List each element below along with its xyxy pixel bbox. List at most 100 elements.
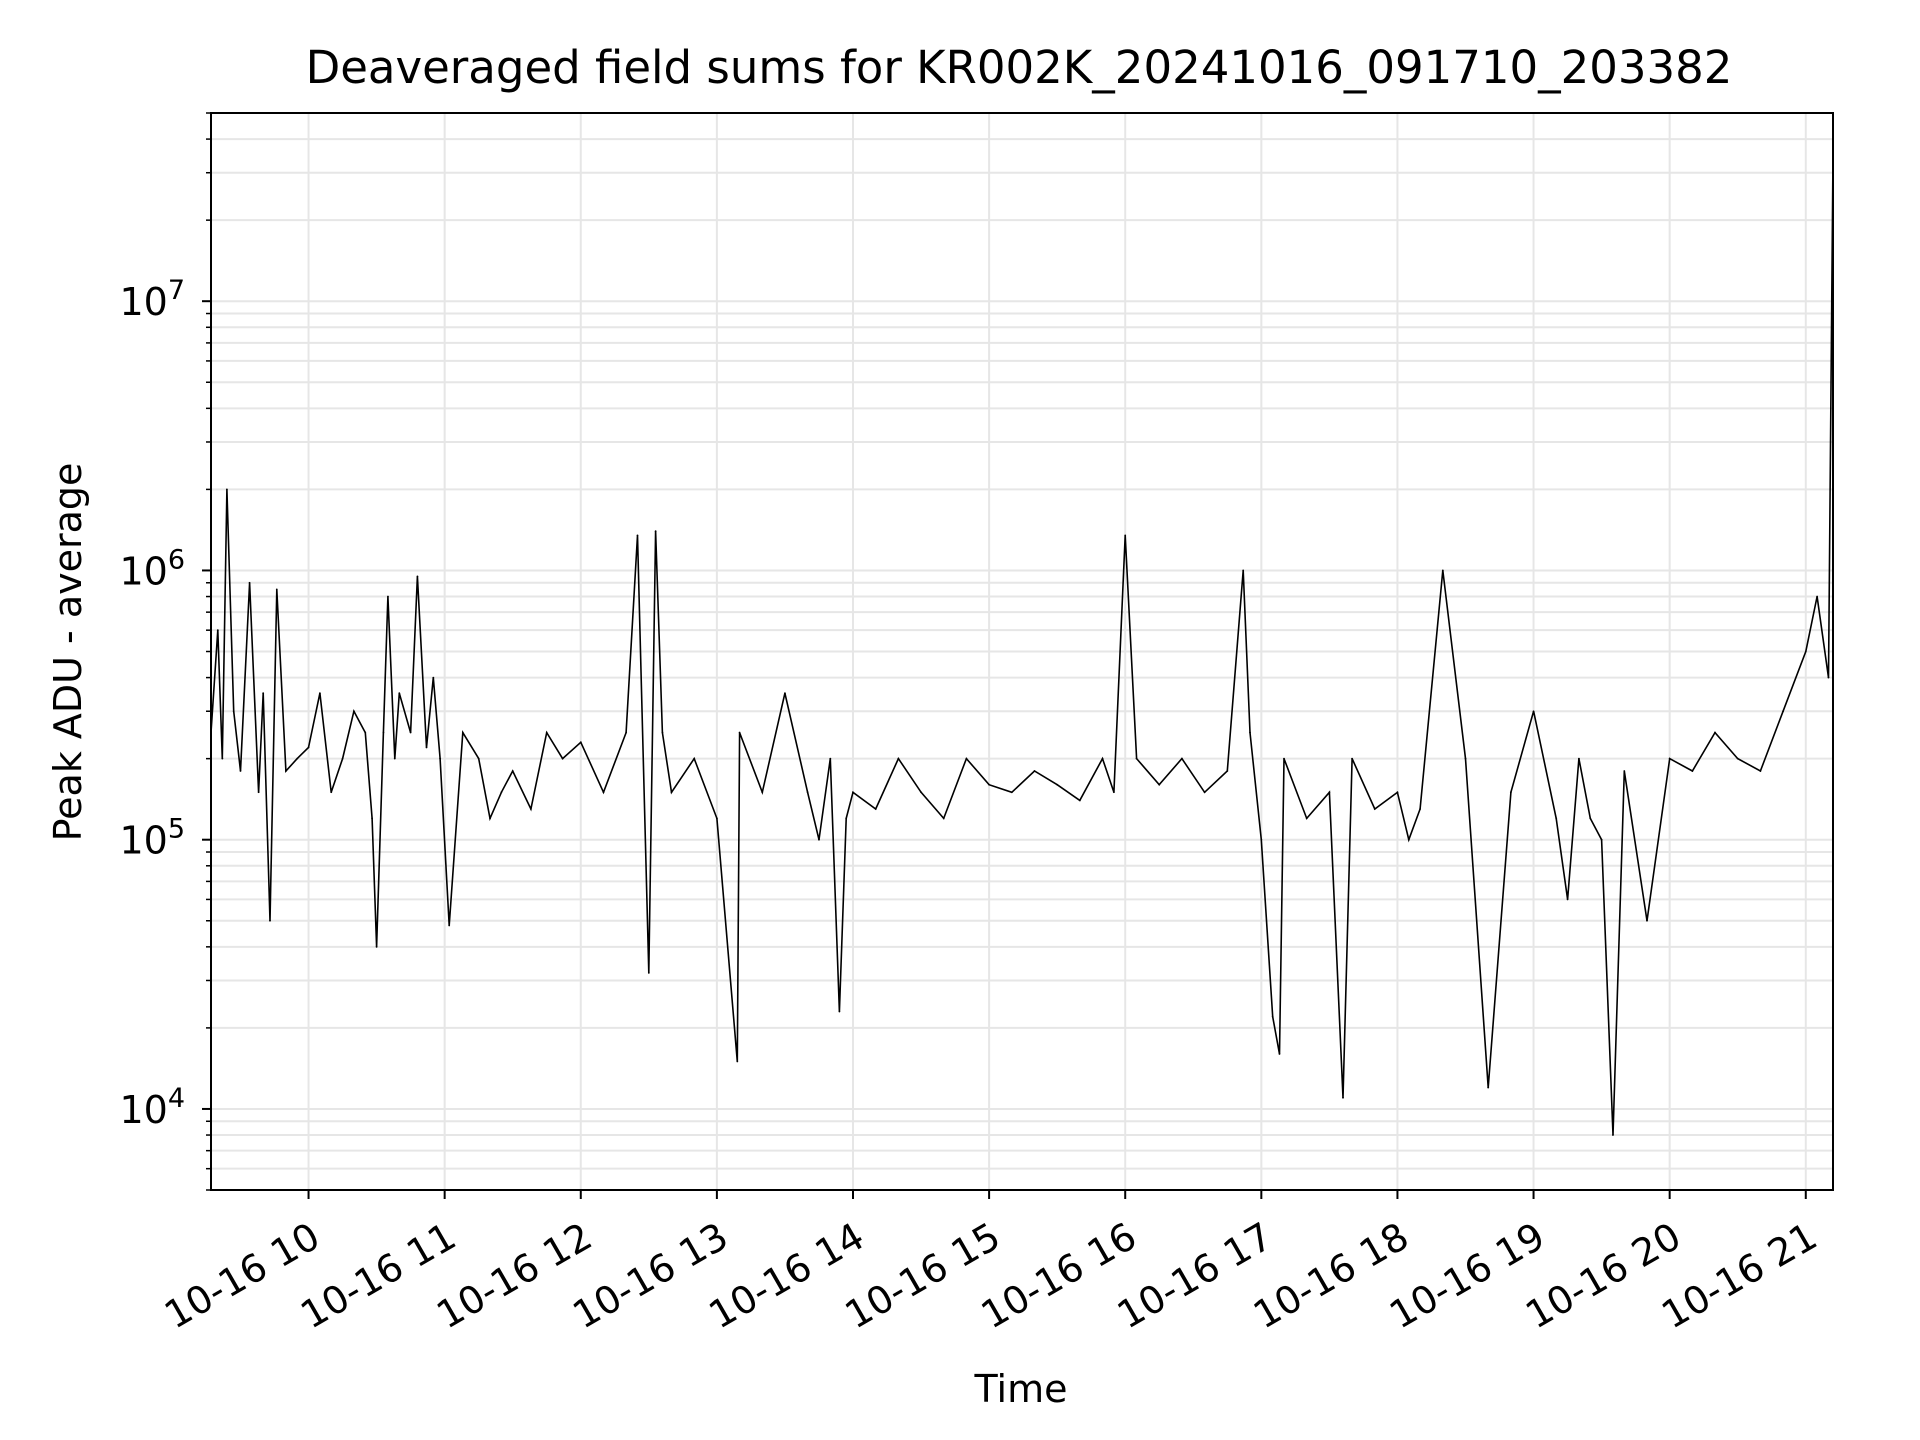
data-point xyxy=(1578,757,1580,760)
data-point xyxy=(845,817,848,820)
data-point xyxy=(284,770,287,772)
data-point xyxy=(1342,1096,1344,1099)
data-point xyxy=(1407,838,1410,841)
data-point xyxy=(920,791,922,794)
chart-title: Deaveraged field sums for KR002K_2024101… xyxy=(306,41,1733,94)
data-point xyxy=(874,808,877,810)
data-point xyxy=(1532,710,1535,713)
data-point xyxy=(838,1010,841,1013)
data-point xyxy=(715,817,718,820)
data-point xyxy=(736,1060,739,1063)
data-point xyxy=(1158,783,1161,786)
data-point xyxy=(1124,534,1127,537)
data-point xyxy=(1816,595,1819,598)
data-point xyxy=(341,757,344,760)
data-point xyxy=(1351,757,1353,760)
data-point xyxy=(1759,770,1762,772)
data-point xyxy=(545,731,548,734)
data-point xyxy=(1782,710,1784,713)
data-point xyxy=(1827,676,1830,679)
data-point xyxy=(654,530,657,533)
data-point xyxy=(1373,808,1376,810)
data-point xyxy=(1566,898,1569,901)
data-point xyxy=(1278,1053,1281,1055)
data-point xyxy=(1328,791,1331,794)
data-point xyxy=(1203,791,1206,794)
data-point xyxy=(1271,1015,1274,1018)
data-point xyxy=(257,791,260,794)
data-point xyxy=(1623,770,1626,772)
data-point xyxy=(1600,838,1603,841)
y-tick-label: 107 xyxy=(119,275,185,324)
data-point xyxy=(1260,838,1263,841)
data-point xyxy=(897,757,900,760)
data-point xyxy=(489,817,491,820)
data-point xyxy=(1441,569,1444,572)
y-axis-label: Peak ADU - average xyxy=(46,463,90,842)
data-point xyxy=(602,791,605,794)
data-point xyxy=(416,575,419,578)
data-point xyxy=(1419,808,1422,810)
data-point xyxy=(818,838,820,841)
data-point xyxy=(647,972,650,974)
data-point xyxy=(529,808,532,810)
data-point xyxy=(661,731,664,734)
data-point xyxy=(1181,757,1183,760)
data-point xyxy=(1646,919,1648,922)
data-point xyxy=(1487,1086,1490,1089)
data-point xyxy=(500,791,503,794)
data-point xyxy=(216,629,219,632)
data-point xyxy=(1033,770,1036,772)
data-point xyxy=(375,945,378,948)
data-point xyxy=(1056,783,1059,786)
data-point xyxy=(1396,791,1399,794)
data-point xyxy=(1612,1134,1614,1136)
data-point xyxy=(1668,757,1671,760)
data-point xyxy=(275,588,278,591)
data-point xyxy=(225,488,228,491)
y-tick-label: 105 xyxy=(119,814,185,863)
data-point xyxy=(382,731,385,734)
data-point xyxy=(353,710,355,713)
data-point xyxy=(1509,791,1512,794)
data-point xyxy=(829,757,832,760)
data-point xyxy=(784,692,786,695)
data-point xyxy=(965,757,968,760)
data-point xyxy=(393,757,396,760)
data-point xyxy=(1249,731,1251,734)
data-point xyxy=(262,692,265,695)
x-axis-label: Time xyxy=(974,1367,1068,1411)
data-point xyxy=(1226,770,1229,772)
data-point xyxy=(1101,757,1104,760)
data-point xyxy=(988,783,991,786)
data-point xyxy=(852,791,854,794)
data-point xyxy=(318,692,321,695)
data-point xyxy=(1555,817,1558,820)
data-point xyxy=(1242,569,1245,572)
data-point xyxy=(1078,799,1081,802)
data-point xyxy=(636,534,639,537)
plot-area xyxy=(210,112,1834,1191)
data-point xyxy=(561,757,564,760)
data-point xyxy=(432,676,435,679)
data-point xyxy=(425,746,428,749)
data-point xyxy=(1135,757,1138,760)
data-point xyxy=(511,770,514,772)
data-point xyxy=(1589,817,1592,820)
data-point xyxy=(330,791,333,794)
data-point xyxy=(1464,757,1467,760)
data-point xyxy=(239,770,242,772)
data-point xyxy=(387,595,389,598)
data-point xyxy=(371,817,373,820)
data-point xyxy=(232,710,235,713)
y-axis: 104 105 106 107 xyxy=(119,112,211,1191)
series-line xyxy=(210,154,1834,1136)
data-point xyxy=(670,791,673,794)
data-point xyxy=(1305,817,1308,820)
data-point xyxy=(625,731,628,734)
data-point xyxy=(409,731,412,734)
data-point xyxy=(942,817,945,820)
data-point xyxy=(579,741,582,744)
data-point xyxy=(1112,791,1115,794)
